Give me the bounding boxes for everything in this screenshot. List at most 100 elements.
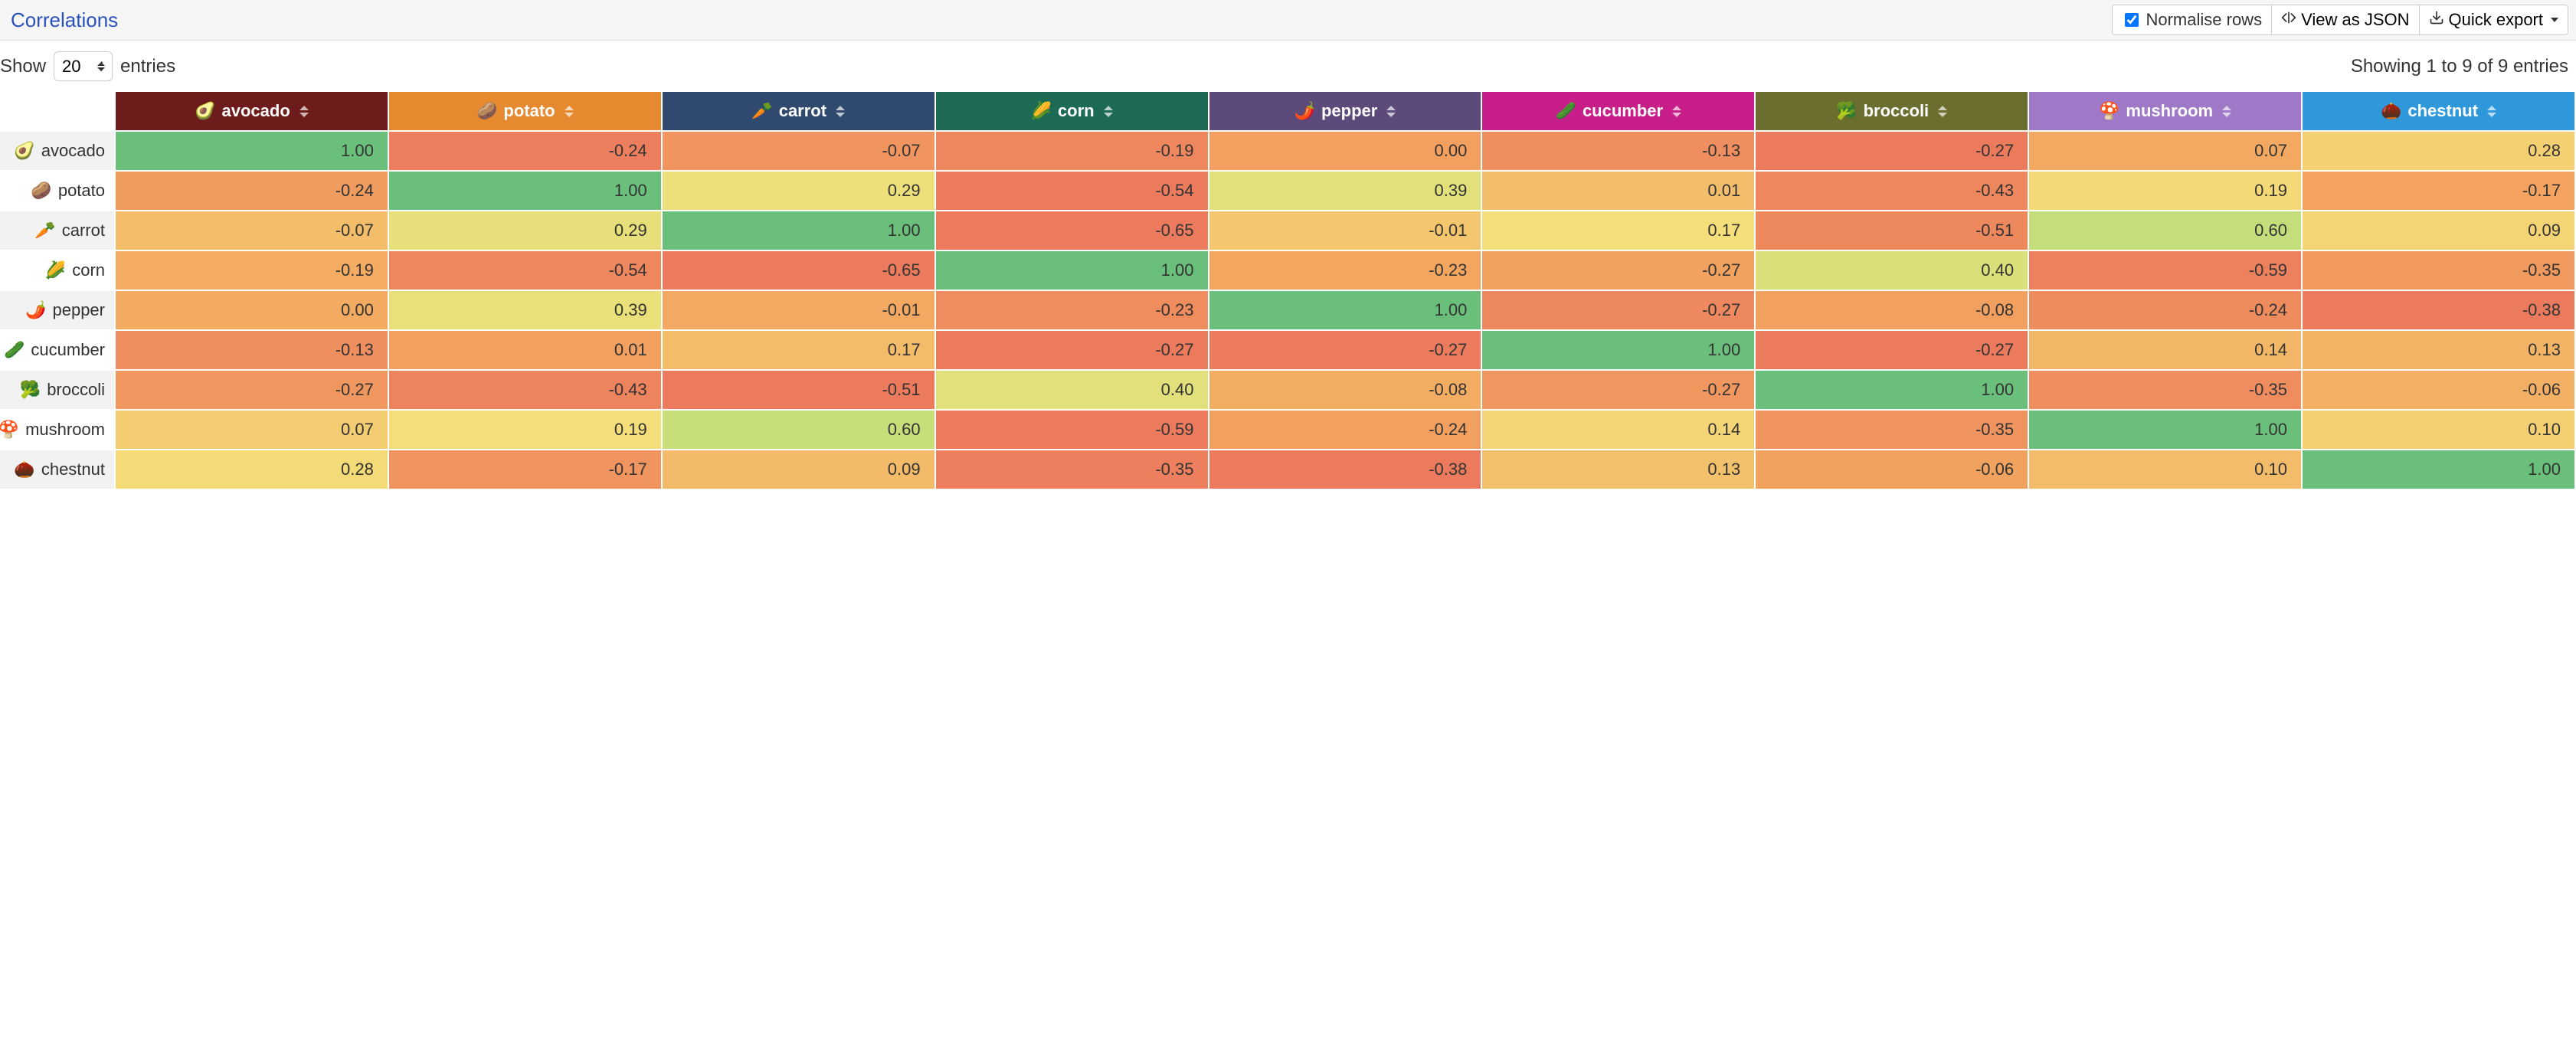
sort-icon bbox=[1104, 106, 1113, 117]
cell: -0.51 bbox=[662, 370, 935, 410]
column-header-broccoli[interactable]: 🥦 broccoli bbox=[1755, 92, 2028, 131]
cell: -0.27 bbox=[1481, 370, 1755, 410]
table-corner-cell bbox=[0, 92, 115, 131]
cell: 0.13 bbox=[2302, 330, 2575, 370]
normalise-rows-toggle[interactable]: Normalise rows bbox=[2113, 5, 2271, 34]
cell: -0.13 bbox=[115, 330, 388, 370]
table-row: 🥕carrot-0.070.291.00-0.65-0.010.17-0.510… bbox=[0, 211, 2575, 250]
cell: -0.43 bbox=[1755, 171, 2028, 211]
row-header-label: chestnut bbox=[41, 460, 105, 479]
column-header-label: avocado bbox=[222, 101, 290, 121]
length-select-wrap: 102050100 bbox=[54, 51, 113, 81]
cell: -0.08 bbox=[1209, 370, 1482, 410]
cell: -0.23 bbox=[1209, 250, 1482, 290]
avocado-icon: 🥑 bbox=[195, 103, 215, 119]
table-head: 🥑 avocado 🥔potato🥕carrot🌽corn🌶️pepper🥒cucu… bbox=[0, 92, 2575, 131]
cell: 0.28 bbox=[115, 450, 388, 489]
cell: -0.65 bbox=[935, 211, 1209, 250]
cell: 1.00 bbox=[1755, 370, 2028, 410]
cell: -0.24 bbox=[1209, 410, 1482, 450]
length-select[interactable]: 102050100 bbox=[54, 51, 113, 81]
normalise-rows-label: Normalise rows bbox=[2146, 10, 2262, 30]
row-header-broccoli: 🥦broccoli bbox=[0, 370, 115, 410]
sort-icon bbox=[299, 106, 309, 117]
cell: -0.51 bbox=[1755, 211, 2028, 250]
broccoli-icon: 🥦 bbox=[1836, 103, 1857, 119]
cell: -0.65 bbox=[662, 250, 935, 290]
length-prefix: Show bbox=[0, 56, 46, 77]
cell: -0.35 bbox=[1755, 410, 2028, 450]
table-row: 🌶️pepper0.000.39-0.01-0.231.00-0.27-0.08… bbox=[0, 290, 2575, 330]
cell: 0.07 bbox=[115, 410, 388, 450]
cell: 0.09 bbox=[662, 450, 935, 489]
download-icon bbox=[2429, 10, 2444, 30]
cell: -0.38 bbox=[1209, 450, 1482, 489]
table-row: 🥑avocado1.00-0.24-0.07-0.190.00-0.13-0.2… bbox=[0, 131, 2575, 171]
column-header-corn[interactable]: 🌽corn bbox=[935, 92, 1209, 131]
column-header-chestnut[interactable]: 🌰chestnut bbox=[2302, 92, 2575, 131]
cell: -0.19 bbox=[935, 131, 1209, 171]
row-header-cucumber: 🥒 cucumber bbox=[0, 330, 115, 370]
column-header-mushroom[interactable]: 🍄mushroom bbox=[2028, 92, 2302, 131]
column-header-label: cucumber bbox=[1583, 101, 1663, 121]
chestnut-icon: 🌰 bbox=[14, 461, 34, 478]
view-json-button[interactable]: View as JSON bbox=[2271, 5, 2418, 34]
cell: 0.01 bbox=[1481, 171, 1755, 211]
mushroom-icon: 🍄 bbox=[2099, 103, 2119, 119]
cell: 1.00 bbox=[388, 171, 662, 211]
row-header-label: corn bbox=[72, 260, 105, 280]
page-root: Correlations Normalise rows View as JSON… bbox=[0, 0, 2576, 490]
sort-icon bbox=[1386, 106, 1396, 117]
cell: 0.60 bbox=[2028, 211, 2302, 250]
cell: 0.40 bbox=[935, 370, 1209, 410]
cell: -0.08 bbox=[1755, 290, 2028, 330]
cell: 0.00 bbox=[1209, 131, 1482, 171]
cell: 0.19 bbox=[388, 410, 662, 450]
table-info: Showing 1 to 9 of 9 entries bbox=[2351, 56, 2568, 77]
table-row: 🌽corn-0.19-0.54-0.651.00-0.23-0.270.40-0… bbox=[0, 250, 2575, 290]
cell: 0.40 bbox=[1755, 250, 2028, 290]
row-header-label: avocado bbox=[41, 141, 105, 161]
cell: -0.27 bbox=[1481, 250, 1755, 290]
cell: -0.24 bbox=[2028, 290, 2302, 330]
cell: -0.19 bbox=[115, 250, 388, 290]
quick-export-button[interactable]: Quick export bbox=[2419, 5, 2568, 34]
cell: 1.00 bbox=[2028, 410, 2302, 450]
column-header-pepper[interactable]: 🌶️pepper bbox=[1209, 92, 1482, 131]
row-header-label: mushroom bbox=[25, 420, 105, 440]
cell: -0.17 bbox=[2302, 171, 2575, 211]
cell: 1.00 bbox=[1209, 290, 1482, 330]
carrot-icon: 🥕 bbox=[34, 222, 55, 239]
cell: 1.00 bbox=[662, 211, 935, 250]
cell: -0.01 bbox=[662, 290, 935, 330]
column-header-label: pepper bbox=[1321, 101, 1377, 121]
column-header-carrot[interactable]: 🥕carrot bbox=[662, 92, 935, 131]
cucumber-icon: 🥒 bbox=[4, 342, 25, 358]
row-header-label: pepper bbox=[52, 300, 105, 320]
cell: -0.06 bbox=[2302, 370, 2575, 410]
caret-down-icon bbox=[2551, 18, 2558, 22]
table-row: 🥔potato-0.241.000.29-0.540.390.01-0.430.… bbox=[0, 171, 2575, 211]
cell: -0.43 bbox=[388, 370, 662, 410]
table-body: 🥑avocado1.00-0.24-0.07-0.190.00-0.13-0.2… bbox=[0, 131, 2575, 489]
cell: 0.13 bbox=[1481, 450, 1755, 489]
correlation-table: 🥑avocado🥔potato🥕carrot🌽corn🌶️pepper🥒cucu… bbox=[0, 92, 2576, 490]
sort-icon bbox=[2222, 106, 2231, 117]
cell: -0.27 bbox=[1755, 330, 2028, 370]
cell: 0.01 bbox=[388, 330, 662, 370]
column-header-potato[interactable]: 🥔potato bbox=[388, 92, 662, 131]
column-header-avocado[interactable]: 🥑 avocado bbox=[115, 92, 388, 131]
cell: -0.54 bbox=[388, 250, 662, 290]
row-header-label: cucumber bbox=[31, 340, 105, 360]
potato-icon: 🥔 bbox=[31, 182, 51, 199]
potato-icon: 🥔 bbox=[476, 103, 497, 119]
normalise-rows-checkbox[interactable] bbox=[2125, 13, 2139, 27]
corn-icon: 🌽 bbox=[1031, 103, 1052, 119]
panel-header: Correlations Normalise rows View as JSON… bbox=[0, 0, 2576, 41]
column-header-cucumber[interactable]: 🥒cucumber bbox=[1481, 92, 1755, 131]
cell: -0.27 bbox=[1481, 290, 1755, 330]
cell: -0.35 bbox=[935, 450, 1209, 489]
sort-icon bbox=[565, 106, 574, 117]
column-header-label: broccoli bbox=[1864, 101, 1930, 121]
cell: -0.27 bbox=[1755, 131, 2028, 171]
